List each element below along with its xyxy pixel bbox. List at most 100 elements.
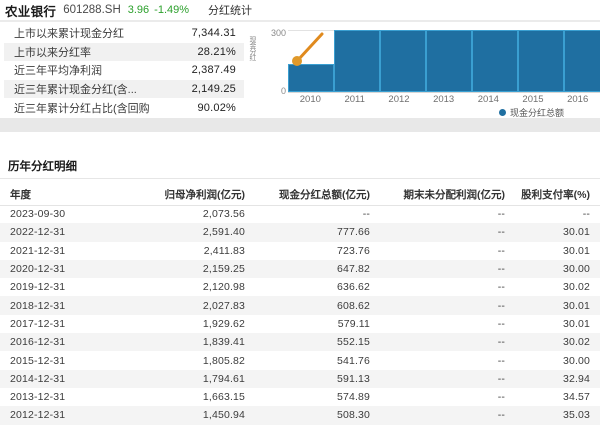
tab-dividend-statistics[interactable]: 分红统计 (208, 5, 253, 17)
stock-header: 农业银行 601288.SH 3.96 -1.49% 分红统计 (0, 0, 600, 20)
table-row[interactable]: 2014-12-31 1,794.61 591.13 -- 32.94 (0, 369, 600, 388)
chart-bar[interactable] (564, 30, 600, 92)
table-cell: 2017-12-31 (10, 317, 66, 330)
chart-legend[interactable]: 现金分红总额 (498, 106, 564, 119)
chart-x-tick-label: 2013 (433, 94, 455, 105)
table-row[interactable]: 2017-12-31 1,929.62 579.11 -- 30.01 (0, 315, 600, 333)
chart-bar-cell[interactable] (472, 30, 518, 92)
table-cell: 2,159.25 (130, 259, 255, 279)
chart-bar-cell[interactable] (380, 30, 426, 92)
chart-bar[interactable] (288, 64, 334, 92)
table-cell: -- (380, 296, 515, 315)
table-cell: 30.00 (515, 259, 600, 279)
table-column-header[interactable]: 股利支付率(%) (515, 184, 600, 206)
summary-row: 上市以来累计现金分红 7,344.31 (4, 24, 244, 43)
legend-color-swatch-icon (498, 109, 506, 116)
table-cell: 2015-12-31 (10, 354, 66, 367)
table-row[interactable]: 2018-12-31 2,027.83 608.62 -- 30.01 (0, 296, 600, 315)
table-column-header[interactable]: 期末未分配利润(亿元) (380, 184, 515, 206)
table-cell: 1,450.94 (130, 406, 255, 425)
table-head: 年度 归母净利润(亿元) 现金分红总额(亿元) 期末未分配利润(亿元) 股利支付率(%) (0, 184, 600, 206)
table-cell: -- (497, 354, 505, 367)
table-row[interactable]: 2021-12-31 2,411.83 723.76 -- 30.01 (0, 242, 600, 260)
stock-code: 601288.SH (63, 4, 121, 16)
table-cell: 30.01 (562, 317, 590, 330)
dividend-summary-list: 上市以来累计现金分红 7,344.31 上市以来分红率 28.21% 近三年平均净利润 2… (4, 24, 244, 117)
table-row[interactable]: 2022-12-31 2,591.40 777.66 -- 30.01 (0, 223, 600, 242)
table-row[interactable]: 2020-12-31 2,159.25 647.82 -- 30.00 (0, 259, 600, 279)
chart-bar-cell[interactable] (426, 30, 472, 92)
table-cell: 1,805.82 (202, 354, 245, 367)
table-cell: 647.82 (255, 259, 380, 279)
summary-row-label: 上市以来分红率 (14, 46, 91, 59)
summary-row-label: 近三年累计分红占比(含回购 (14, 102, 150, 115)
chart-bar-cell[interactable] (518, 30, 564, 92)
chart-bar[interactable] (518, 30, 564, 92)
summary-row-label: 近三年累计现金分红(含... (14, 84, 137, 97)
table-cell: 1,794.61 (130, 369, 255, 388)
table-cell: -- (497, 244, 505, 257)
chart-bar[interactable] (334, 30, 380, 92)
chart-y-tick-label: 300 (270, 28, 286, 38)
table-cell: -- (497, 208, 505, 221)
chart-y-axis-label: 现金分红 (249, 36, 256, 60)
chart-bar-cell[interactable] (564, 30, 600, 92)
chart-bar[interactable] (380, 30, 426, 92)
chart-x-tick-label: 2016 (567, 94, 589, 105)
table-cell: -- (380, 406, 515, 425)
chart-bar-cell[interactable] (334, 30, 380, 92)
chart-bar-cell[interactable] (288, 30, 334, 92)
table-cell: 2018-12-31 (0, 296, 130, 315)
table-cell: 30.02 (515, 333, 600, 352)
table-cell: 608.62 (255, 296, 380, 315)
table-cell: 2,591.40 (130, 223, 255, 242)
table-row[interactable]: 2012-12-31 1,450.94 508.30 -- 35.03 (0, 406, 600, 425)
table-cell: 30.02 (562, 281, 590, 294)
table-cell: 30.01 (562, 244, 590, 257)
table-cell: -- (582, 208, 590, 221)
table-cell: 2020-12-31 (0, 259, 130, 279)
table-cell: 30.01 (515, 223, 600, 242)
summary-row: 近三年平均净利润 2,387.49 (4, 61, 244, 80)
section-title-rule (0, 178, 600, 179)
table-cell: 34.57 (562, 391, 590, 404)
chart-plot-area (288, 30, 600, 92)
table-row[interactable]: 2023-09-30 2,073.56 -- -- -- (0, 205, 600, 223)
summary-row-value: 7,344.31 (191, 27, 236, 40)
chart-x-tick-label: 2011 (344, 94, 365, 105)
chart-x-tick-label: 2010 (299, 94, 321, 105)
table-cell: -- (380, 369, 515, 388)
chart-x-labels: 2010 2011 2012 2013 2014 2015 2016 (288, 94, 600, 105)
summary-row-label: 近三年平均净利润 (14, 65, 102, 78)
summary-row-value: 28.21% (197, 45, 236, 58)
chart-bar[interactable] (472, 30, 518, 92)
chart-bar[interactable] (426, 30, 472, 92)
page-section-title: 历年分红明细 (0, 155, 600, 177)
table-cell: 1,663.15 (202, 391, 245, 404)
table-cell: 2022-12-31 (0, 223, 130, 242)
table-cell: 1,929.62 (202, 317, 245, 330)
table-header-row: 年度 归母净利润(亿元) 现金分红总额(亿元) 期末未分配利润(亿元) 股利支付率(%) (0, 184, 600, 206)
table-cell: 574.89 (336, 391, 370, 404)
summary-row-value: 2,149.25 (191, 83, 236, 96)
legend-label: 现金分红总额 (509, 108, 564, 118)
table-cell: 2019-12-31 (10, 281, 66, 294)
table-row[interactable]: 2015-12-31 1,805.82 541.76 -- 30.00 (0, 351, 600, 369)
chart-y-ticks: 300 0 (260, 22, 286, 100)
table-column-header[interactable]: 现金分红总额(亿元) (255, 184, 380, 206)
table-cell: 2021-12-31 (10, 244, 66, 257)
summary-row: 上市以来分红率 28.21% (4, 42, 244, 62)
table-cell: 2023-09-30 (10, 208, 66, 221)
table-row[interactable]: 2016-12-31 1,839.41 552.15 -- 30.02 (0, 333, 600, 352)
chart-x-tick-label: 2014 (477, 94, 499, 105)
stock-name: 农业银行 (5, 4, 57, 19)
table-row[interactable]: 2013-12-31 1,663.15 574.89 -- 34.57 (0, 388, 600, 406)
table-row[interactable]: 2019-12-31 2,120.98 636.62 -- 30.02 (0, 278, 600, 296)
dividend-detail-table: 年度 归母净利润(亿元) 现金分红总额(亿元) 期末未分配利润(亿元) 股利支付率(%)… (0, 184, 600, 425)
table-column-header[interactable]: 年度 (0, 184, 130, 206)
table-column-header[interactable]: 归母净利润(亿元) (130, 184, 255, 206)
table-cell: 777.66 (255, 223, 380, 242)
table-cell: 2,073.56 (202, 208, 245, 221)
table-cell: 30.01 (515, 296, 600, 315)
chart-bars (288, 30, 600, 92)
